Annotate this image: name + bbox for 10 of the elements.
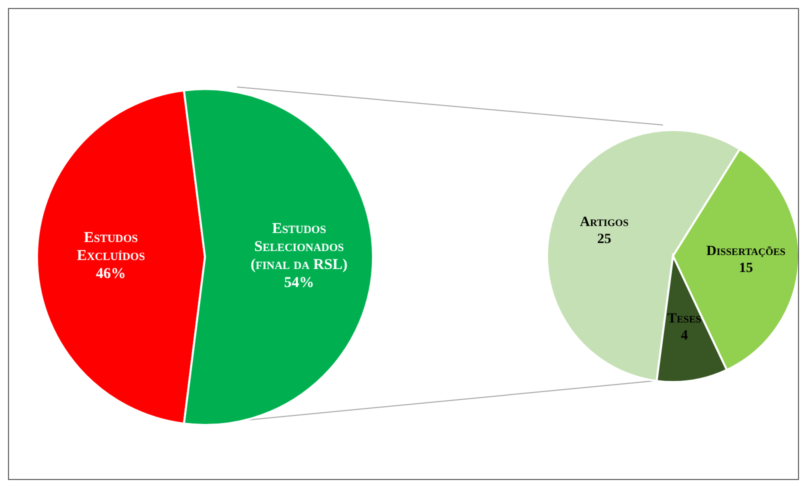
slice-label: Estudos Excluídos [76, 230, 145, 264]
data-label: 54% [284, 275, 314, 292]
slice-label: Dissertações [706, 244, 786, 260]
data-label: 25 [597, 232, 612, 248]
data-label: 15 [738, 261, 753, 276]
slice-label: Artigos [580, 215, 629, 230]
slice-label: Teses [667, 312, 702, 327]
data-label: 46% [96, 266, 126, 282]
slice-label: Estudos Selecionados (final da RSL) [250, 221, 348, 274]
data-label: 4 [680, 328, 688, 344]
